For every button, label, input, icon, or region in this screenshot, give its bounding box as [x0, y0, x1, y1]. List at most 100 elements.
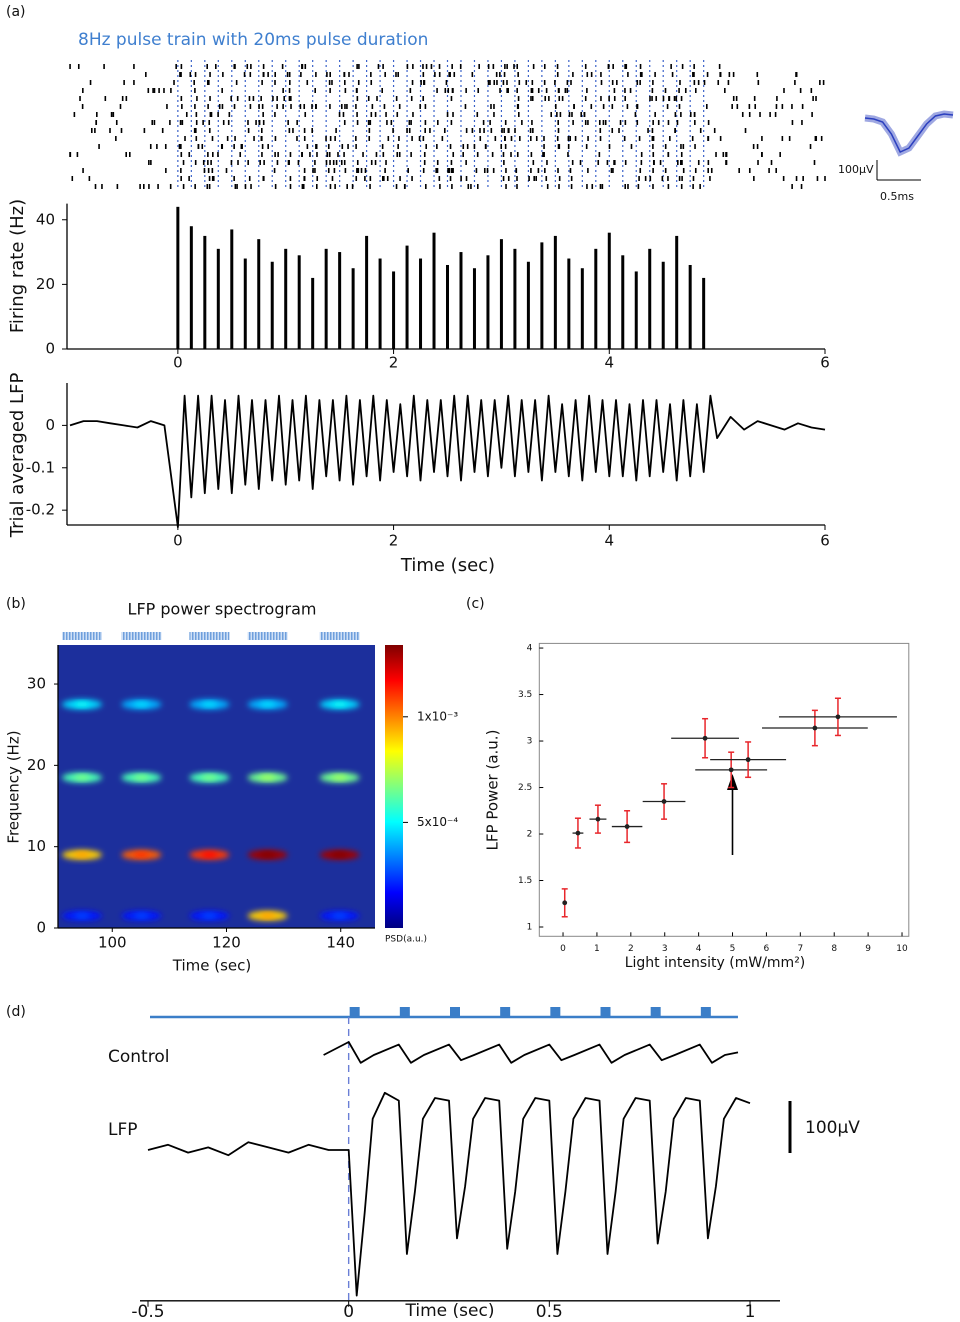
bar	[419, 258, 423, 349]
series-label: LFP	[108, 1120, 138, 1140]
bar	[405, 245, 409, 349]
heat-core	[259, 775, 276, 781]
heat-core	[133, 701, 150, 707]
y-tick-label: 0	[36, 919, 46, 937]
bar	[284, 248, 288, 349]
heat-core	[259, 701, 276, 707]
stimulus-block	[189, 632, 230, 640]
point	[745, 757, 751, 763]
x-tick-label: 4	[605, 354, 615, 372]
bar	[526, 261, 530, 349]
heat-core	[73, 852, 90, 858]
line	[69, 394, 826, 528]
plot-frame	[538, 642, 910, 937]
heat-core	[133, 852, 150, 858]
heat-core	[201, 852, 218, 858]
bar	[392, 271, 396, 349]
bar	[553, 235, 557, 349]
y-axis-label: Frequency (Hz)	[5, 730, 23, 843]
x-tick-label: -0.5	[131, 1302, 164, 1322]
bar	[459, 252, 463, 349]
x-axis-label: Time (sec)	[405, 1301, 495, 1321]
point	[835, 714, 841, 720]
point	[562, 900, 568, 906]
y-tick-label: -0.2	[26, 501, 55, 519]
point	[624, 824, 630, 829]
stimulus-block	[247, 632, 288, 640]
bar	[297, 255, 301, 349]
y-tick-label: 2	[527, 830, 533, 840]
x-axis-label: Time (sec)	[172, 957, 251, 975]
stimulus-block	[121, 632, 162, 640]
y-tick-label: 1	[527, 923, 533, 933]
heatmap-background	[58, 645, 375, 928]
x-tick-label: 140	[326, 934, 355, 952]
bar	[634, 271, 638, 349]
scale-label: 0.5ms	[880, 190, 914, 203]
bar	[203, 235, 207, 349]
x-axis-label: Light intensity (mW/mm²)	[625, 955, 806, 971]
x-tick-label: 0	[173, 354, 183, 372]
scale-label: 100µV	[838, 163, 874, 176]
chart-title: 8Hz pulse train with 20ms pulse duration	[78, 30, 428, 50]
point	[661, 799, 667, 804]
x-tick-label: 10	[896, 944, 908, 954]
heat-core	[201, 913, 218, 919]
bar	[189, 226, 193, 349]
bar	[675, 235, 679, 349]
x-tick-label: 0.5	[536, 1302, 563, 1322]
bar	[594, 248, 598, 349]
panel-label: (b)	[6, 596, 26, 612]
bar	[378, 258, 382, 349]
y-tick-label: 2.5	[518, 783, 532, 793]
point	[728, 767, 734, 773]
y-tick-label: 10	[27, 837, 46, 855]
pulse	[600, 1007, 611, 1017]
x-tick-label: 7	[797, 944, 803, 954]
stimulus-block	[61, 632, 102, 640]
bar	[472, 268, 476, 349]
bar	[446, 264, 449, 349]
point	[702, 735, 708, 741]
x-tick-label: 0	[173, 532, 183, 550]
x-tick-label: 6	[764, 944, 770, 954]
bar	[607, 232, 611, 349]
y-tick-label: 20	[36, 275, 55, 293]
x-axis-label: Time (sec)	[400, 555, 495, 576]
series-label: Control	[108, 1047, 169, 1067]
x-tick-label: 4	[605, 532, 615, 550]
heat-core	[133, 913, 150, 919]
colorbar	[385, 645, 403, 928]
panel-label: (d)	[6, 1004, 26, 1020]
stimulus-block	[319, 632, 360, 640]
line	[147, 1091, 751, 1297]
bar	[702, 277, 706, 349]
heat-core	[331, 852, 348, 858]
point	[812, 725, 818, 731]
bar	[580, 268, 584, 349]
y-tick-label: 3.5	[518, 690, 532, 700]
chart-title: LFP power spectrogram	[128, 600, 317, 619]
colorbar-tick-label: 1x10⁻³	[417, 709, 458, 723]
line	[323, 1041, 739, 1064]
pulse	[450, 1007, 460, 1017]
y-axis-label: Trial averaged LFP	[7, 373, 28, 539]
x-tick-label: 8	[831, 944, 837, 954]
heat-core	[201, 701, 218, 707]
x-tick-label: 2	[389, 532, 399, 550]
heat-core	[259, 913, 276, 919]
pulse	[500, 1007, 511, 1017]
x-tick-label: 1	[594, 944, 600, 954]
x-tick-label: 1	[745, 1302, 756, 1322]
x-tick-label: 2	[628, 944, 634, 954]
bar	[365, 235, 369, 349]
bar	[648, 248, 652, 349]
x-tick-label: 120	[212, 934, 241, 952]
bar	[567, 258, 571, 349]
y-tick-label: -0.1	[26, 458, 55, 476]
y-tick-label: 0	[45, 416, 55, 434]
heat-core	[73, 701, 90, 707]
bar	[688, 264, 692, 349]
y-axis-label: LFP Power (a.u.)	[484, 730, 502, 851]
